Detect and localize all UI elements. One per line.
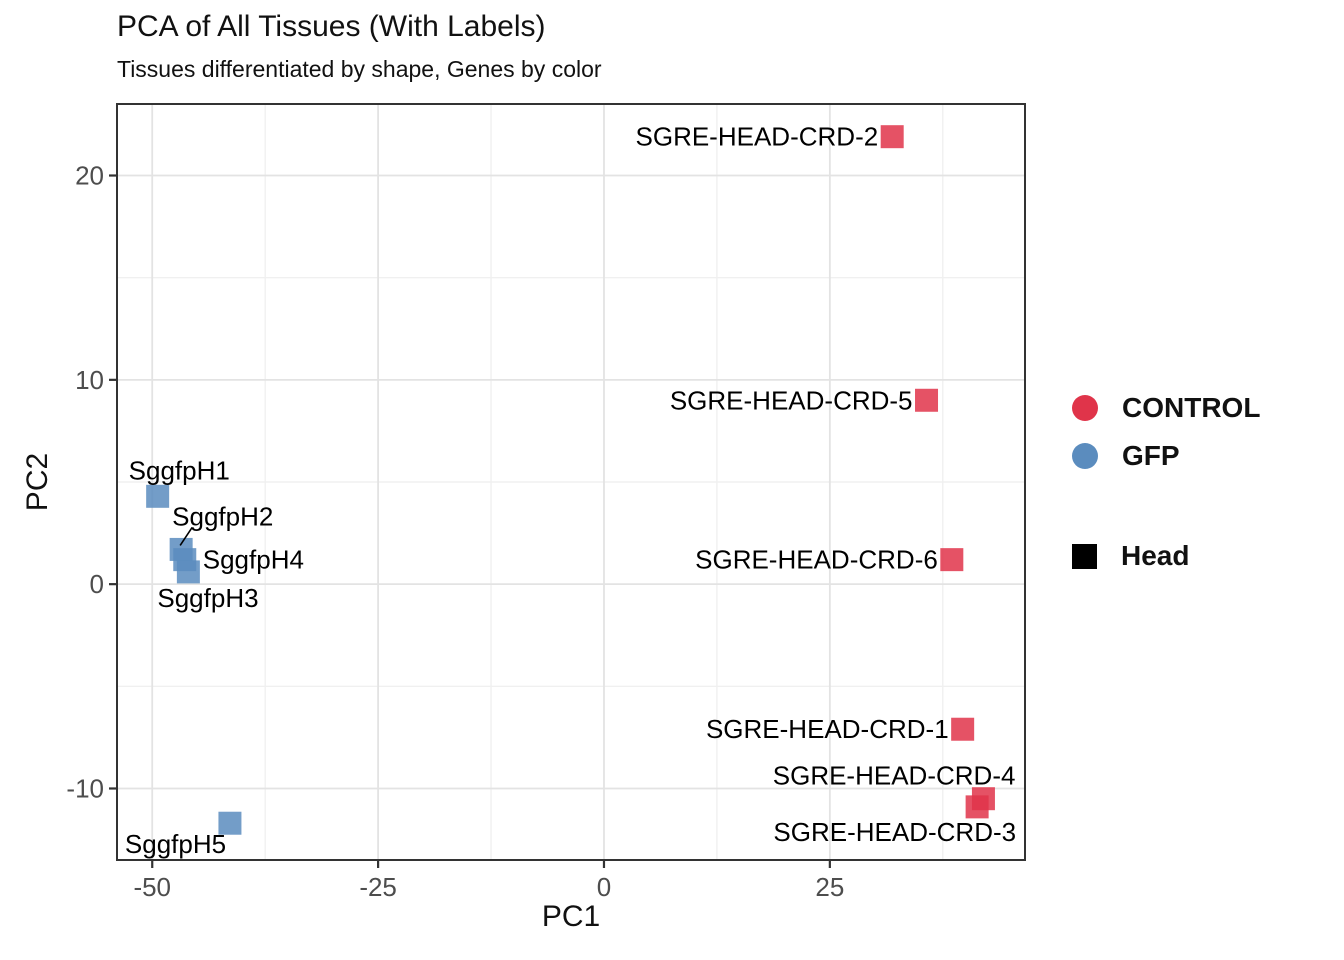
point-SggfpH5 [218,811,242,835]
y-tick-label: 10 [75,365,104,395]
x-axis-title: PC1 [541,900,601,933]
point-label-SGRE-HEAD-CRD-5: SGRE-HEAD-CRD-5 [670,385,913,415]
legend-gene-group: CONTROL GFP [1072,384,1260,480]
point-SGRE-HEAD-CRD-1 [951,717,975,741]
point-label-SggfpH3: SggfpH3 [157,583,258,613]
x-tick-label: -25 [359,872,397,902]
legend-tissue-group: Head [1072,532,1260,580]
point-SggfpH1 [146,484,170,508]
control-circle-icon [1072,395,1098,421]
point-SGRE-HEAD-CRD-5 [915,388,939,412]
point-label-SggfpH1: SggfpH1 [129,455,230,485]
y-axis-title: PC2 [21,452,54,512]
label-leader-line [179,526,193,546]
point-label-SGRE-HEAD-CRD-4: SGRE-HEAD-CRD-4 [773,761,1016,791]
y-tick-label: -10 [66,773,104,803]
chart-title: PCA of All Tissues (With Labels) [117,10,546,43]
point-SGRE-HEAD-CRD-3 [965,795,989,819]
x-tick-label: 0 [597,872,611,902]
point-label-SggfpH4: SggfpH4 [203,545,304,575]
legend-item-gfp: GFP [1072,432,1260,480]
legend-label-gfp: GFP [1122,440,1180,471]
y-tick-label: 0 [90,569,104,599]
point-label-SGRE-HEAD-CRD-3: SGRE-HEAD-CRD-3 [773,817,1016,847]
point-label-SGRE-HEAD-CRD-1: SGRE-HEAD-CRD-1 [706,714,949,744]
point-label-SggfpH5: SggfpH5 [125,829,226,859]
point-label-SGRE-HEAD-CRD-6: SGRE-HEAD-CRD-6 [695,545,938,575]
x-tick-label: -50 [133,872,171,902]
legend-label-head: Head [1121,540,1190,571]
point-label-SGRE-HEAD-CRD-2: SGRE-HEAD-CRD-2 [636,122,879,152]
y-tick-label: 20 [75,161,104,191]
point-SGRE-HEAD-CRD-2 [880,125,904,149]
legend: CONTROL GFP Head [1072,384,1260,580]
gfp-circle-icon [1072,443,1098,469]
chart-subtitle: Tissues differentiated by shape, Genes b… [117,56,602,82]
point-SggfpH3 [176,560,200,584]
head-square-icon [1072,543,1097,569]
legend-item-control: CONTROL [1072,384,1260,432]
legend-item-head: Head [1072,532,1260,580]
x-tick-label: 25 [815,872,844,902]
panel-border [116,103,1026,861]
point-SGRE-HEAD-CRD-6 [940,548,964,572]
legend-label-control: CONTROL [1122,392,1261,423]
point-label-SggfpH2: SggfpH2 [172,501,273,531]
